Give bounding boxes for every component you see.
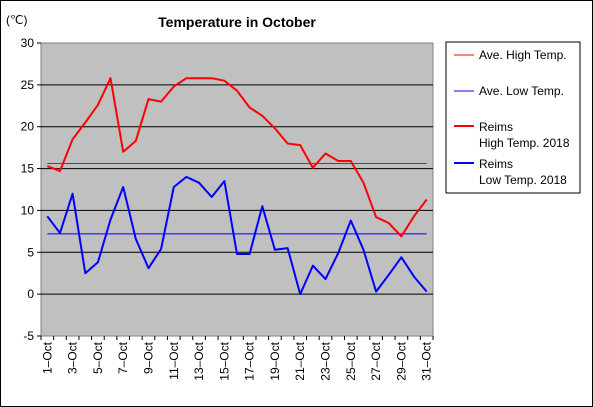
series-line-3: [46, 175, 428, 296]
x-tick-label: 17–Oct: [243, 341, 257, 380]
legend-label-3: Low Temp. 2018: [479, 173, 567, 187]
series-line-2: [46, 77, 428, 238]
y-tick-label: 25: [21, 78, 35, 92]
x-tick-label: 3–Oct: [66, 341, 80, 374]
x-tick-label: 31–Oct: [420, 341, 434, 380]
y-tick-label: 30: [21, 36, 35, 50]
x-tick-label: 25–Oct: [344, 341, 358, 380]
chart-title: Temperature in October: [158, 14, 316, 30]
x-tick-label: 9–Oct: [141, 341, 155, 374]
x-tick-label: 1–Oct: [40, 341, 54, 374]
x-tick-label: 29–Oct: [394, 341, 408, 380]
x-axis-ticks: 1–Oct 3–Oct 5–Oct 7–Oct 9–Oct 11–Oct 13–Oct 15–…: [40, 336, 434, 381]
x-tick-label: 23–Oct: [319, 341, 333, 380]
y-tick-label: 20: [21, 120, 35, 134]
plot-area: [40, 42, 434, 337]
grid-lines: [41, 84, 433, 295]
x-tick-label: 11–Oct: [167, 341, 181, 379]
y-axis-unit-label: (℃): [6, 13, 27, 27]
y-tick-label: 15: [21, 162, 35, 176]
legend-label-1: Ave. Low Temp.: [479, 84, 564, 98]
y-tick-label: 0: [27, 287, 34, 301]
series-lines: [46, 77, 428, 296]
legend-label-0: Ave. High Temp.: [479, 48, 567, 62]
y-axis-ticks: -5 0 5 10 15 20 25 30: [21, 36, 41, 343]
y-tick-label: -5: [23, 329, 34, 343]
x-tick-label: 27–Oct: [369, 341, 383, 380]
x-tick-label: 19–Oct: [268, 341, 282, 380]
x-tick-label: 5–Oct: [91, 341, 105, 374]
legend-box: [445, 41, 581, 194]
y-tick-label: 10: [21, 203, 35, 217]
legend-label-2: Reims: [479, 120, 513, 134]
x-tick-label: 15–Oct: [217, 341, 231, 380]
legend: Ave. High Temp. Ave. Low Temp. Reims High T…: [454, 48, 570, 187]
x-tick-label: 7–Oct: [116, 341, 130, 374]
legend-label-3: Reims: [479, 157, 513, 171]
legend-label-2: High Temp. 2018: [479, 136, 570, 150]
x-tick-label: 21–Oct: [293, 341, 307, 380]
x-tick-label: 13–Oct: [192, 341, 206, 380]
y-tick-label: 5: [27, 245, 34, 259]
